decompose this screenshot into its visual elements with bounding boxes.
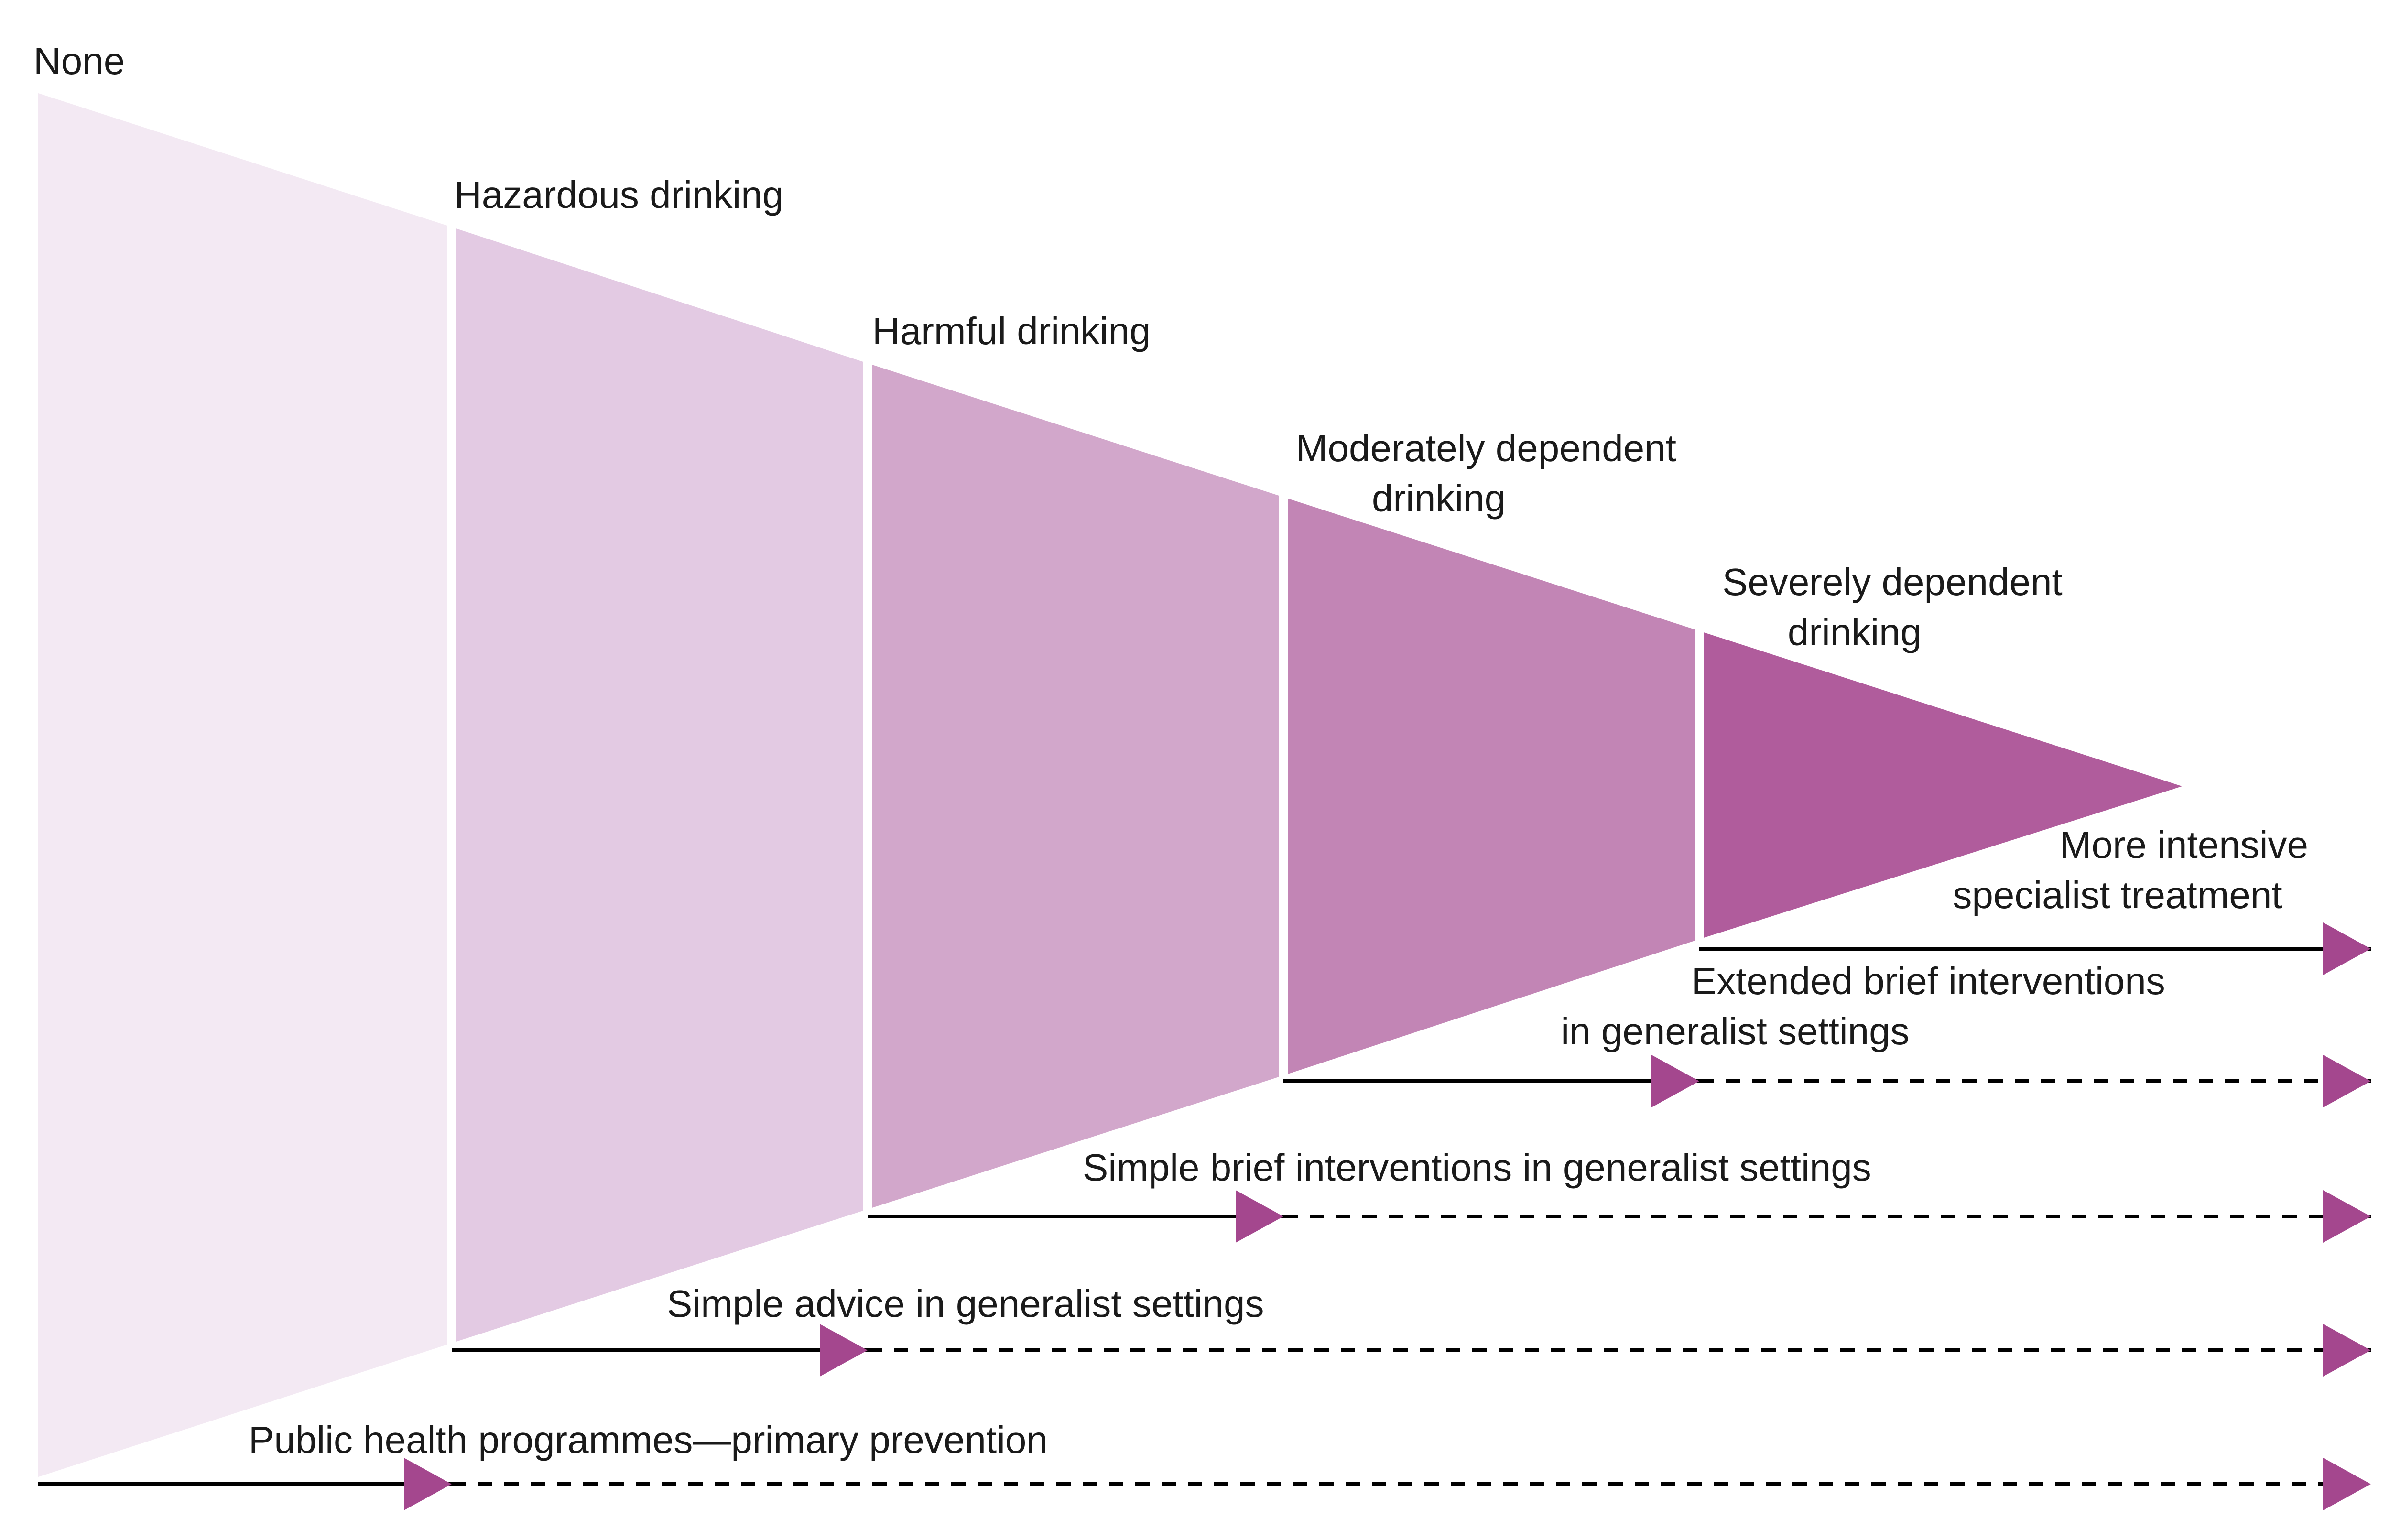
arrowhead-icon: [1651, 1055, 1699, 1107]
band-separators: [447, 225, 1704, 1345]
arrowhead-icon: [820, 1324, 868, 1377]
intervention-arrows: [38, 922, 2371, 1510]
label-simple-brief: Simple brief interventions in generalist…: [1083, 1146, 1871, 1189]
band-labels: None Hazardous drinking Harmful drinking…: [33, 40, 2073, 653]
label-public-health: Public health programmes—primary prevent…: [249, 1419, 1048, 1461]
arrowhead-icon: [1236, 1190, 1283, 1243]
arrow-extended-brief: [1283, 1055, 2371, 1107]
arrowhead-icon: [2323, 1055, 2371, 1107]
arrow-simple-brief: [868, 1190, 2371, 1243]
arrow-public-health: [38, 1458, 2371, 1510]
intervention-labels: Public health programmes—primary prevent…: [249, 824, 2319, 1461]
arrowhead-icon: [404, 1458, 452, 1510]
band-hazardous: [452, 227, 868, 1343]
arrowhead-icon: [2323, 922, 2371, 975]
label-extended-brief: Extended brief interventions in generali…: [1561, 960, 2176, 1052]
label-simple-advice: Simple advice in generalist settings: [667, 1282, 1264, 1325]
arrowhead-icon: [2323, 1190, 2371, 1243]
band-severe: [1699, 631, 2182, 939]
arrowhead-icon: [2323, 1458, 2371, 1510]
arrow-specialist: [1699, 922, 2371, 975]
funnel: [38, 93, 2182, 1477]
arrow-simple-advice: [452, 1324, 2371, 1377]
label-severe: Severely dependent drinking: [1722, 561, 2073, 653]
label-moderate: Moderately dependent drinking: [1296, 427, 1687, 520]
arrowhead-icon: [2323, 1324, 2371, 1377]
label-specialist: More intensive specialist treatment: [1953, 824, 2319, 916]
label-harmful: Harmful drinking: [872, 310, 1151, 352]
band-harmful: [868, 363, 1283, 1209]
band-none: [38, 93, 452, 1477]
band-moderate: [1283, 497, 1699, 1075]
label-none: None: [33, 40, 125, 82]
label-hazardous: Hazardous drinking: [454, 174, 783, 216]
